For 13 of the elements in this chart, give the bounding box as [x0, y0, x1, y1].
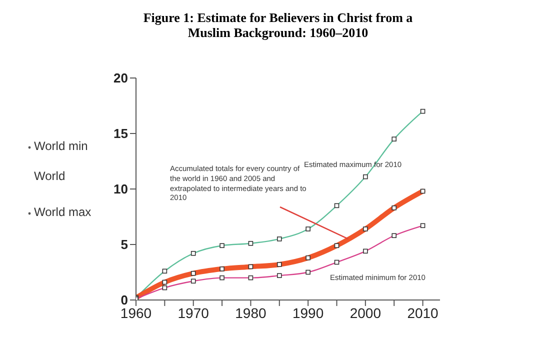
chart-title: Figure 1: Estimate for Believers in Christ from a Muslim Background: 1960–2010 [142, 10, 414, 40]
x-tick-label: 1970 [178, 304, 210, 321]
x-tick-label: 2000 [350, 304, 382, 321]
y-tick-label: 10 [114, 182, 128, 197]
x-tick-label: 2010 [407, 304, 439, 321]
y-tick-label: 5 [120, 237, 128, 252]
x-tick-label: 1990 [292, 304, 324, 321]
y-tick-label: 15 [114, 126, 128, 142]
text: World max [34, 205, 92, 221]
text: World min [34, 139, 88, 155]
y-tick-label: 20 [114, 70, 128, 86]
text: World [34, 169, 66, 185]
x-tick-label: 1980 [235, 304, 266, 321]
